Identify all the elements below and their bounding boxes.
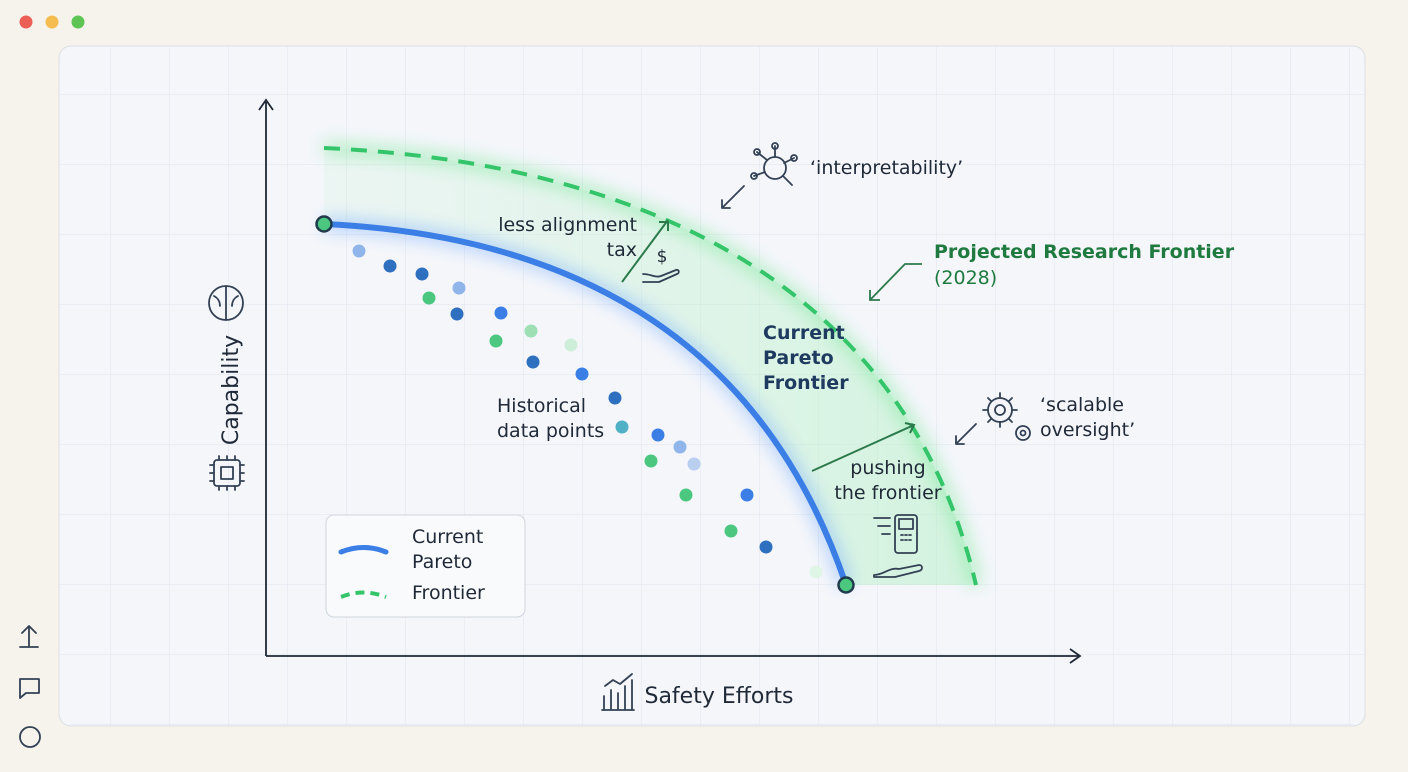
point — [415, 267, 429, 281]
interpretability-icon — [750, 142, 798, 186]
point — [673, 440, 687, 454]
legend-label: Frontier — [412, 582, 485, 604]
annotation-arrow — [721, 185, 745, 209]
share-button[interactable] — [19, 625, 39, 648]
legend-swatch — [340, 590, 387, 599]
point — [450, 307, 464, 321]
assistant-button[interactable] — [19, 726, 41, 748]
projected-frontier-curve — [323, 146, 978, 586]
point — [489, 334, 503, 348]
dollar-sign: $ — [657, 247, 668, 267]
annotation: Projected Research Frontier — [934, 241, 1235, 263]
legend-label: Pareto — [412, 551, 472, 573]
chart-icon — [601, 673, 635, 711]
gears-icon — [982, 392, 1031, 441]
curve-endpoint — [837, 576, 855, 594]
point — [564, 338, 578, 352]
sidebar — [19, 625, 41, 748]
maximize-button[interactable] — [71, 15, 85, 29]
pareto-curve — [321, 221, 849, 588]
hand-icon — [642, 268, 680, 283]
point — [526, 355, 540, 369]
annotation: Frontier — [763, 372, 849, 394]
point — [740, 488, 754, 502]
point — [687, 457, 701, 471]
brain-icon — [208, 285, 244, 321]
legend-box — [325, 514, 526, 618]
legend-label: Current — [412, 526, 483, 548]
annotation: oversight’ — [1040, 419, 1135, 441]
annotation: Current — [763, 322, 845, 344]
chip-icon — [209, 455, 245, 491]
annotation: (2028) — [934, 267, 997, 289]
annotation: pushing — [850, 457, 925, 479]
point — [452, 281, 466, 295]
annotation: tax — [607, 239, 637, 261]
minimize-button[interactable] — [45, 15, 59, 29]
point — [575, 367, 589, 381]
point — [724, 524, 738, 538]
x-axis-label: Safety Efforts — [644, 684, 793, 709]
y-axis — [258, 98, 274, 656]
frontier-gap — [324, 148, 976, 585]
annotation: data points — [497, 420, 604, 442]
annotation-arrow — [955, 423, 977, 445]
point — [383, 259, 397, 273]
annotation: the frontier — [834, 482, 941, 504]
point — [651, 428, 665, 442]
close-button[interactable] — [19, 15, 33, 29]
annotation-arrow — [621, 219, 669, 283]
y-axis-label: Capability — [219, 335, 244, 445]
comment-button[interactable] — [19, 678, 40, 699]
point — [608, 391, 622, 405]
annotation: ‘interpretability’ — [810, 157, 963, 179]
point — [759, 540, 773, 554]
historical-points — [352, 244, 823, 579]
grid — [60, 47, 1364, 725]
annotation-arrow — [869, 263, 922, 301]
point — [352, 244, 366, 258]
point — [422, 291, 436, 305]
window-controls — [19, 15, 85, 29]
annotation-arrow — [811, 422, 916, 472]
point — [644, 454, 658, 468]
annotation: less alignment — [498, 214, 637, 236]
point — [615, 420, 629, 434]
point — [494, 306, 508, 320]
axes — [258, 98, 1082, 664]
annotation: Pareto — [763, 347, 834, 369]
point — [679, 488, 693, 502]
legend: Current Pareto Frontier — [325, 514, 526, 618]
curve-endpoint — [315, 215, 333, 233]
point — [524, 324, 538, 338]
annotation: ‘scalable — [1040, 394, 1124, 416]
x-axis — [266, 648, 1082, 664]
device-icon — [873, 514, 923, 578]
legend-swatch — [338, 545, 389, 555]
annotation: Historical — [497, 395, 586, 417]
point — [809, 565, 823, 579]
